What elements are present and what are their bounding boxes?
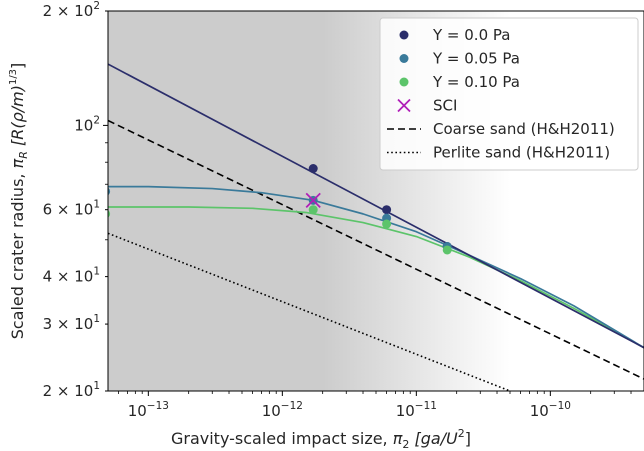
legend-entry: SCI [397,97,457,115]
legend-entry: Coarse sand (H&H2011) [387,120,615,138]
y-tick-label: 3 × 101 [43,313,100,333]
legend-entry: Y = 0.0 Pa [399,26,510,44]
legend-entry: Perlite sand (H&H2011) [387,144,610,162]
reference-line-dashed [108,119,644,380]
data-point-series-3 [442,245,452,255]
sci-marker [305,192,321,208]
data-point-series-2 [108,187,111,196]
y-tick-label: 6 × 101 [43,199,100,219]
reference-line-dotted [108,232,511,391]
fit-line-series-3 [108,206,644,349]
y-tick-label: 102 [74,114,100,134]
legend-entry: Y = 0.05 Pa [399,50,520,68]
fit-line-series-1 [108,63,644,349]
x-tick-label: 10−11 [396,400,437,420]
x-tick-label: 10−10 [530,400,571,420]
y-axis-label: Scaled crater radius, πR [R(ρ/m)1/3] [8,63,30,340]
legend-entry: Y = 0.10 Pa [399,73,520,91]
x-tick-label: 10−13 [128,400,169,420]
legend-marker [399,30,409,40]
data-point-series-1 [308,164,318,174]
legend-marker [399,54,409,63]
x-tick-label: 10−12 [262,400,303,420]
x-axis-label: Gravity-scaled impact size, π2 [ga/U2] [171,427,471,451]
legend-label: Y = 0.0 Pa [432,26,510,44]
legend-label: Y = 0.05 Pa [432,50,520,68]
legend-box [379,17,639,171]
legend-marker [397,98,411,113]
legend-label: SCI [433,97,457,115]
legend-label: Coarse sand (H&H2011) [433,120,615,138]
legend-label: Perlite sand (H&H2011) [433,144,610,162]
fit-line-series-2 [108,185,644,349]
sci-marker-stroke [305,192,321,208]
legend-marker [399,77,409,87]
data-point-series-3 [108,210,111,218]
data-point-series-1 [382,205,392,215]
legend-label: Y = 0.10 Pa [432,73,520,91]
y-tick-label: 2 × 101 [43,380,100,400]
y-tick-label: 2 × 102 [43,0,100,20]
data-point-series-3 [382,219,392,229]
y-tick-label: 4 × 101 [43,266,100,286]
data-point-series-3 [308,205,318,215]
